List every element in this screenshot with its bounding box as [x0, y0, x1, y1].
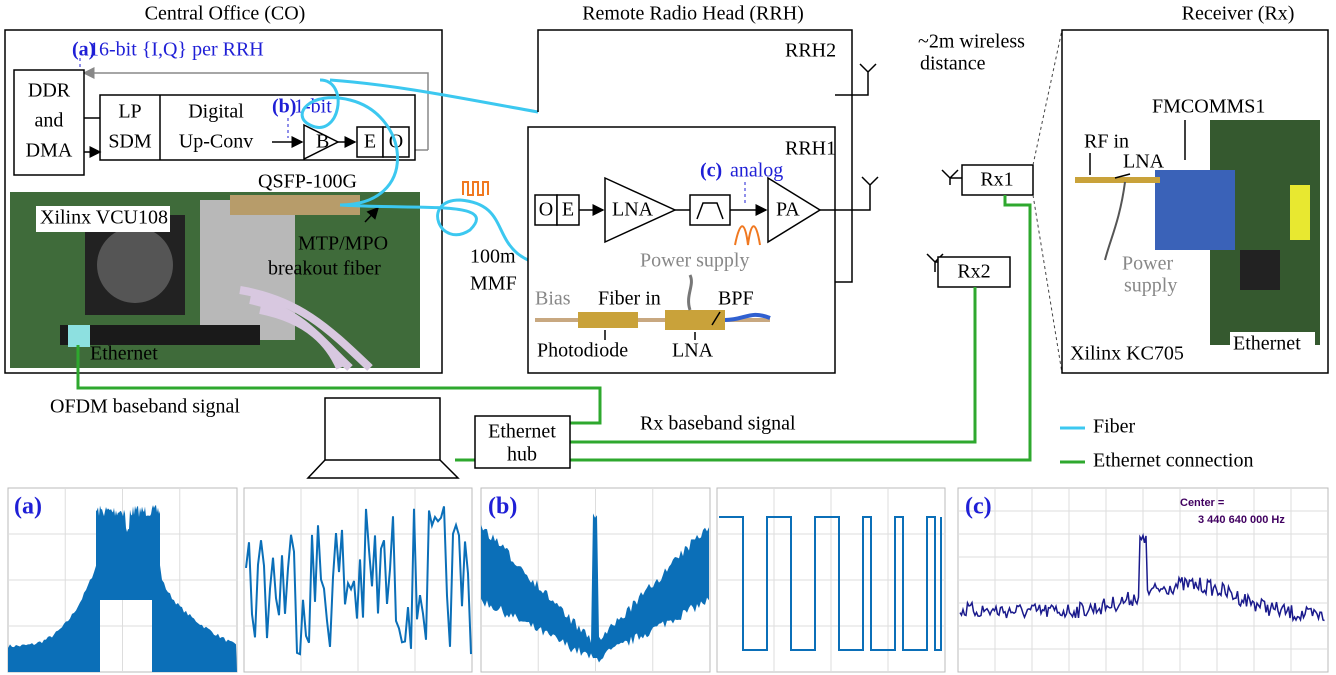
label: Rx baseband signal	[640, 413, 796, 435]
block-label: and	[35, 110, 64, 132]
block-label: Digital	[188, 101, 244, 123]
label: Power supply	[640, 250, 749, 272]
label: QSFP-100G	[258, 171, 357, 193]
rrh-label: RRH1	[785, 138, 836, 160]
rx-label: Rx1	[980, 169, 1013, 191]
label: MMF	[470, 273, 517, 295]
plot-tag: (c)	[965, 494, 992, 520]
plot-annotation: 3 440 640 000 Hz	[1198, 514, 1285, 526]
label: Photodiode	[537, 340, 628, 362]
label: BPF	[718, 288, 754, 310]
label: LNA	[1123, 151, 1165, 173]
central-office-shape	[68, 325, 90, 347]
rrh-label: RRH2	[785, 40, 836, 62]
plot-panel	[717, 488, 945, 672]
hub-label: hub	[507, 444, 537, 466]
receiver-shape	[1155, 170, 1235, 250]
legend-label: Ethernet connection	[1093, 450, 1254, 472]
laptop-icon-shape	[308, 460, 458, 478]
figure: Central Office (CO) Xilinx VCU108 (a) 16…	[0, 0, 1336, 675]
block-label: SDM	[108, 131, 152, 153]
legend-label: Fiber	[1093, 416, 1136, 438]
section-title: Receiver (Rx)	[1182, 3, 1295, 25]
fiber-link-shape	[463, 182, 488, 195]
block-label: LNA	[612, 199, 654, 221]
legend: Fiber Ethernet connection	[1060, 416, 1254, 472]
label: LNA	[672, 340, 714, 362]
label: distance	[920, 53, 986, 75]
label: MTP/MPO	[298, 233, 388, 255]
block-label: PA	[776, 199, 800, 221]
receivers: Rx1 Rx2	[927, 30, 1062, 373]
plots: (a) (b) (c) Center = 3 440 640 000 Hz	[8, 488, 1328, 672]
label: OFDM baseband signal	[50, 396, 240, 418]
block-label: DMA	[26, 140, 73, 162]
tag: (b)	[272, 96, 296, 118]
block-label: B	[316, 131, 329, 153]
remote-radio-head-shape	[578, 312, 638, 328]
block-label: O	[539, 199, 553, 221]
remote-radio-head: Remote Radio Head (RRH) RRH2 RRH1 O E LN…	[528, 3, 1025, 373]
receiver: Receiver (Rx) FMCOMMS1 RF in LNA Power s…	[1062, 3, 1328, 373]
label: RF in	[1084, 131, 1129, 153]
label: Ethernet	[90, 343, 158, 365]
block-label: LP	[118, 101, 141, 123]
laptop-icon-shape	[325, 398, 440, 460]
remote-radio-head-shape	[665, 310, 725, 330]
label: 100m	[470, 246, 516, 268]
receiver-shape	[1105, 182, 1125, 260]
board-label: Xilinx VCU108	[40, 207, 168, 229]
plot-panel	[8, 488, 237, 672]
central-office-shape	[84, 118, 100, 152]
block-label: E	[364, 131, 376, 153]
label: Bias	[535, 288, 571, 310]
label: Fiber in	[598, 288, 661, 310]
label: Xilinx KC705	[1070, 343, 1184, 365]
label: FMCOMMS1	[1152, 96, 1265, 118]
page: Central Office (CO) Xilinx VCU108 (a) 16…	[0, 0, 1336, 675]
block-label: E	[562, 199, 574, 221]
block-label: Up-Conv	[179, 131, 253, 153]
rx-label: Rx2	[957, 261, 990, 283]
receivers-shape	[1033, 30, 1062, 373]
label: Power	[1122, 253, 1173, 275]
plot-panel	[244, 488, 472, 672]
laptop-icon	[308, 398, 458, 478]
label: Ethernet	[1233, 333, 1301, 355]
label: supply	[1124, 275, 1177, 297]
plot-annotation: Center =	[1180, 497, 1224, 509]
central-office: Central Office (CO) Xilinx VCU108 (a) 16…	[5, 3, 442, 373]
note: analog	[730, 160, 783, 182]
central-office-shape	[97, 227, 173, 303]
block-label: DDR	[28, 80, 71, 102]
label: breakout fiber	[268, 258, 381, 280]
note: 16-bit {I,Q} per RRH	[89, 39, 264, 61]
remote-radio-head-shape	[690, 195, 730, 225]
plot-tag: (b)	[488, 494, 517, 520]
plot-tag: (a)	[14, 494, 42, 520]
section-title: Central Office (CO)	[145, 3, 306, 25]
tag: (c)	[700, 160, 722, 182]
receiver-shape	[1240, 250, 1280, 290]
section-title: Remote Radio Head (RRH)	[582, 3, 804, 25]
label: ~2m wireless	[918, 31, 1025, 53]
hub-label: Ethernet	[488, 421, 556, 443]
receiver-shape	[1290, 185, 1310, 240]
